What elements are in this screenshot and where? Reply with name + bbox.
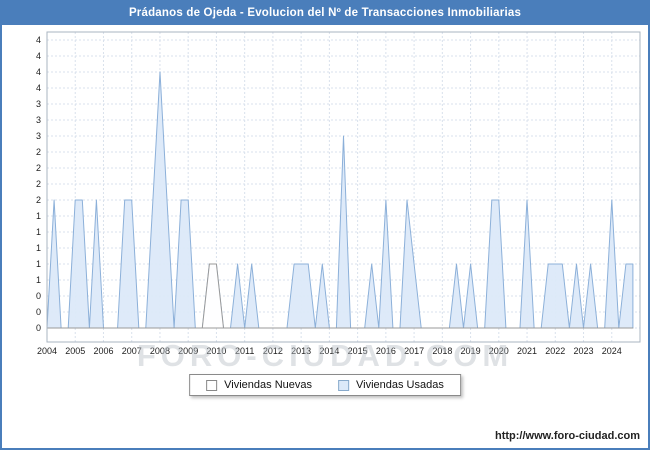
svg-text:2020: 2020 (489, 346, 509, 356)
svg-text:2005: 2005 (65, 346, 85, 356)
svg-text:2: 2 (36, 195, 41, 205)
svg-text:2: 2 (36, 179, 41, 189)
usadas-swatch-icon (338, 379, 349, 391)
svg-text:2010: 2010 (206, 346, 226, 356)
svg-text:2006: 2006 (93, 346, 113, 356)
svg-text:4: 4 (36, 67, 41, 77)
svg-text:2024: 2024 (602, 346, 622, 356)
svg-text:2016: 2016 (376, 346, 396, 356)
svg-text:1: 1 (36, 259, 41, 269)
svg-text:2022: 2022 (545, 346, 565, 356)
svg-text:4: 4 (36, 51, 41, 61)
nuevas-swatch-icon (206, 379, 218, 391)
svg-text:0: 0 (36, 323, 41, 333)
svg-text:2023: 2023 (574, 346, 594, 356)
svg-text:2: 2 (36, 163, 41, 173)
svg-text:2015: 2015 (348, 346, 368, 356)
legend-label-nuevas: Viviendas Nuevas (224, 379, 312, 391)
svg-text:2013: 2013 (291, 346, 311, 356)
svg-text:2011: 2011 (235, 346, 254, 356)
svg-text:2017: 2017 (404, 346, 424, 356)
svg-text:1: 1 (36, 227, 41, 237)
svg-text:2009: 2009 (178, 346, 198, 356)
svg-text:3: 3 (36, 115, 41, 125)
legend-label-usadas: Viviendas Usadas (356, 379, 444, 391)
svg-text:0: 0 (36, 291, 41, 301)
svg-text:1: 1 (36, 275, 41, 285)
svg-text:3: 3 (36, 99, 41, 109)
svg-text:3: 3 (36, 131, 41, 141)
chart-legend: Viviendas Nuevas Viviendas Usadas (189, 374, 461, 396)
svg-text:4: 4 (36, 35, 41, 45)
page-title: Prádanos de Ojeda - Evolucion del Nº de … (2, 2, 648, 25)
svg-text:2004: 2004 (37, 346, 57, 356)
legend-item-viviendas-usadas: Viviendas Usadas (338, 379, 444, 391)
svg-text:2012: 2012 (263, 346, 283, 356)
svg-text:2014: 2014 (319, 346, 339, 356)
svg-text:2018: 2018 (432, 346, 452, 356)
svg-text:1: 1 (36, 243, 41, 253)
footer-url-link[interactable]: http://www.foro-ciudad.com (494, 430, 640, 442)
svg-text:2021: 2021 (517, 346, 537, 356)
svg-text:2019: 2019 (461, 346, 481, 356)
legend-item-viviendas-nuevas: Viviendas Nuevas (206, 379, 312, 391)
svg-text:1: 1 (36, 211, 41, 221)
svg-text:2: 2 (36, 147, 41, 157)
svg-text:2008: 2008 (150, 346, 170, 356)
svg-text:0: 0 (36, 307, 41, 317)
svg-text:4: 4 (36, 83, 41, 93)
svg-text:2007: 2007 (122, 346, 142, 356)
